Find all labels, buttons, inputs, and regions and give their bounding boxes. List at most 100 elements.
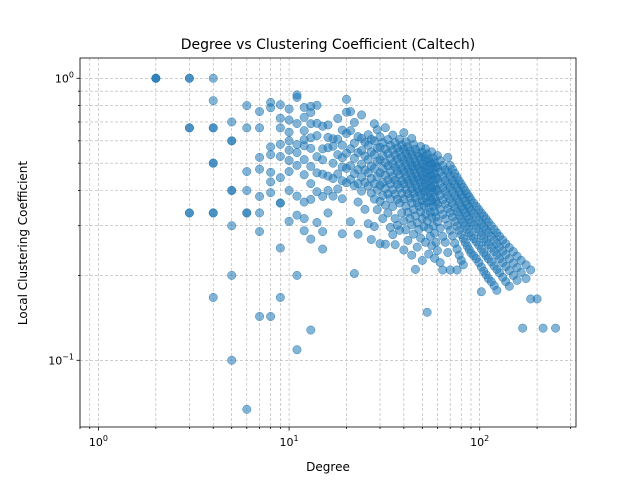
data-point [255,164,265,174]
data-point [378,214,388,224]
chart-title: Degree vs Clustering Coefficient (Caltec… [181,37,476,53]
data-point [399,245,409,255]
data-point [532,294,542,304]
data-point [388,230,398,240]
data-point [318,155,328,165]
data-point [266,312,276,321]
data-point [306,179,316,189]
data-point [266,177,276,187]
data-point [184,123,194,133]
data-point [357,110,367,120]
data-point [432,246,442,255]
data-point [255,123,265,133]
data-point [151,73,161,83]
data-point [333,169,343,179]
data-point [292,270,302,280]
data-point [275,100,285,110]
data-point [403,236,413,245]
data-point [412,242,422,252]
data-point [333,114,343,123]
data-point [255,107,265,117]
x-tick-label: 100 [89,434,108,449]
data-point [476,287,486,297]
data-point [323,120,333,130]
data-point [266,188,276,198]
data-point [299,214,309,224]
data-point [184,208,194,218]
y-axis-label: Local Clustering Coefficient [16,161,30,326]
data-point [440,237,450,247]
data-point [323,186,333,195]
data-point [306,108,316,117]
data-point [208,208,218,218]
data-point [242,186,252,195]
data-point [346,217,355,227]
data-point [242,101,252,111]
data-point [275,152,285,161]
data-point [357,186,367,196]
data-point [292,345,302,355]
data-point [360,204,370,214]
data-point [369,222,379,232]
data-point [242,167,252,176]
data-point [417,255,427,265]
data-point [410,264,420,274]
data-point [275,198,285,208]
data-point [227,186,237,195]
data-point [328,191,338,201]
data-point [492,285,502,295]
data-point [401,225,411,235]
data-point [430,228,440,238]
data-point [284,167,294,176]
data-point [383,208,393,218]
data-point [518,323,528,333]
data-point [346,126,355,136]
data-point [292,93,302,102]
data-point [512,275,522,285]
data-point [399,128,409,138]
data-point [299,170,309,180]
data-point [227,221,237,231]
data-point [458,260,468,270]
data-point [443,248,453,258]
data-point [284,127,294,137]
data-point [255,312,265,321]
data-point [275,139,285,149]
data-point [266,142,276,152]
data-point [337,140,347,150]
data-point [318,192,328,201]
data-point [227,355,237,365]
data-point [306,161,316,171]
y-tick-label: 100 [55,70,74,85]
data-point [312,100,322,110]
data-point [292,210,302,220]
data-point [275,243,285,253]
data-point [284,216,294,226]
data-point [284,186,294,195]
data-point [452,265,462,275]
data-point [255,192,265,201]
data-point [422,307,432,317]
data-point [346,107,355,117]
data-point [227,117,237,127]
data-point [333,134,343,144]
data-point [312,187,322,197]
data-point [227,270,237,280]
data-point [443,152,453,162]
data-point [299,126,309,136]
data-point [242,404,252,414]
data-point [266,150,276,160]
data-point [275,293,285,302]
data-point [255,152,265,162]
data-point [275,123,285,133]
plot-frame [79,57,577,428]
data-point [208,73,218,83]
data-point [312,218,322,227]
data-point [306,143,316,153]
data-point [312,131,322,141]
data-point [292,119,302,128]
data-point [538,323,548,333]
x-tick-label: 101 [280,434,299,449]
data-point [551,323,561,333]
